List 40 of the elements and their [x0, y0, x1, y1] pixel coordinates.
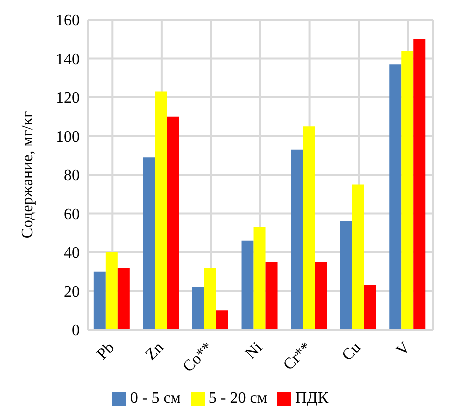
bar	[167, 116, 180, 330]
x-tick-label: Cr**	[280, 339, 316, 374]
bar	[315, 262, 328, 330]
bar	[118, 268, 130, 330]
legend-label: 5 - 20 см	[208, 390, 268, 407]
x-tick-label: Pb	[94, 339, 118, 364]
y-tick-label: 160	[56, 12, 80, 30]
legend-label: 0 - 5 см	[130, 390, 181, 407]
y-tick-label: 60	[64, 206, 80, 224]
bar	[352, 184, 364, 330]
bar	[242, 240, 254, 330]
bar	[204, 268, 216, 330]
bar	[192, 287, 204, 330]
bar	[414, 39, 426, 330]
x-tick-label: V	[394, 339, 414, 360]
bar	[266, 262, 278, 330]
legend-label: ПДК	[295, 390, 329, 407]
bar	[291, 150, 304, 330]
bar	[364, 285, 376, 330]
bar	[143, 158, 156, 330]
bar	[216, 310, 228, 330]
bar	[303, 126, 316, 330]
bar	[390, 64, 402, 330]
bar	[340, 222, 352, 330]
bar	[94, 272, 106, 330]
y-tick-label: 100	[56, 128, 80, 146]
x-tick-label: Cu	[339, 339, 364, 365]
y-tick-label: 20	[64, 284, 80, 301]
y-tick-label: 120	[56, 90, 80, 108]
x-tick-label: Zn	[142, 339, 168, 364]
bar	[254, 227, 266, 330]
y-tick-label: 0	[72, 322, 80, 340]
y-tick-label: 80	[64, 168, 80, 185]
bar	[402, 51, 414, 330]
y-axis-title: Содержание, мг/кг	[20, 110, 37, 239]
y-tick-label: 40	[64, 245, 80, 262]
y-tick-label: 140	[56, 51, 80, 68]
x-tick-label: Ni	[242, 339, 266, 363]
bar	[155, 92, 168, 330]
bar	[106, 252, 118, 330]
